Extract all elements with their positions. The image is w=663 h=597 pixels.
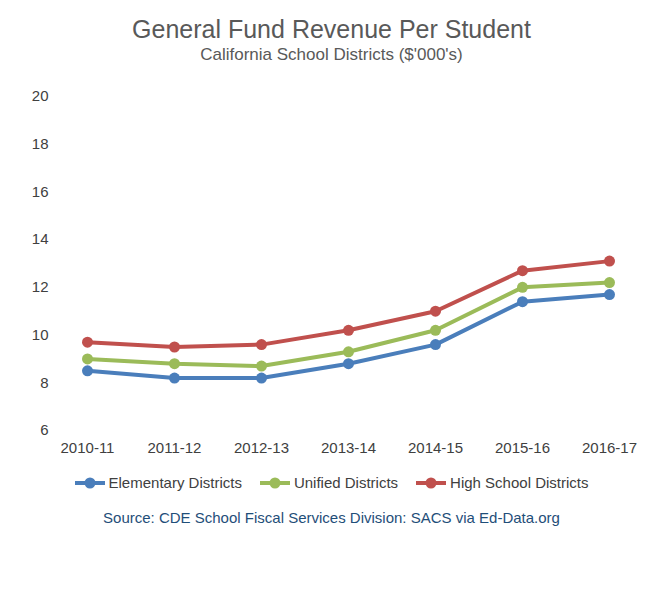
svg-text:2012-13: 2012-13: [234, 439, 289, 456]
svg-text:20: 20: [32, 87, 49, 104]
svg-text:18: 18: [32, 135, 49, 152]
html-text:Unified Districts: Unified Districts: [293, 474, 399, 491]
html-text:California School Districts ($: California School Districts ($'000's): [200, 45, 463, 64]
html-text:General Fund Revenue Per Stude: General Fund Revenue Per Student: [132, 15, 531, 43]
svg-text:10: 10: [32, 326, 49, 343]
svg-text:2011-12: 2011-12: [148, 439, 202, 456]
html-text:High School Districts: High School Districts: [450, 474, 589, 491]
svg-text:2015-16: 2015-16: [495, 439, 550, 456]
svg-text:2016-17: 2016-17: [582, 439, 637, 456]
svg-text:14: 14: [32, 230, 49, 247]
svg-text:2010-11: 2010-11: [61, 439, 115, 456]
svg-text:8: 8: [40, 374, 48, 391]
svg-text:2014-15: 2014-15: [408, 439, 463, 456]
svg-text:12: 12: [32, 278, 49, 295]
svg-text:6: 6: [40, 421, 48, 438]
html-text:Elementary Districts: Elementary Districts: [108, 474, 242, 491]
html-text:Source: CDE School Fiscal Serv: Source: CDE School Fiscal Services Divis…: [103, 509, 560, 526]
svg-text:16: 16: [32, 183, 49, 200]
svg-text:2013-14: 2013-14: [321, 439, 376, 456]
